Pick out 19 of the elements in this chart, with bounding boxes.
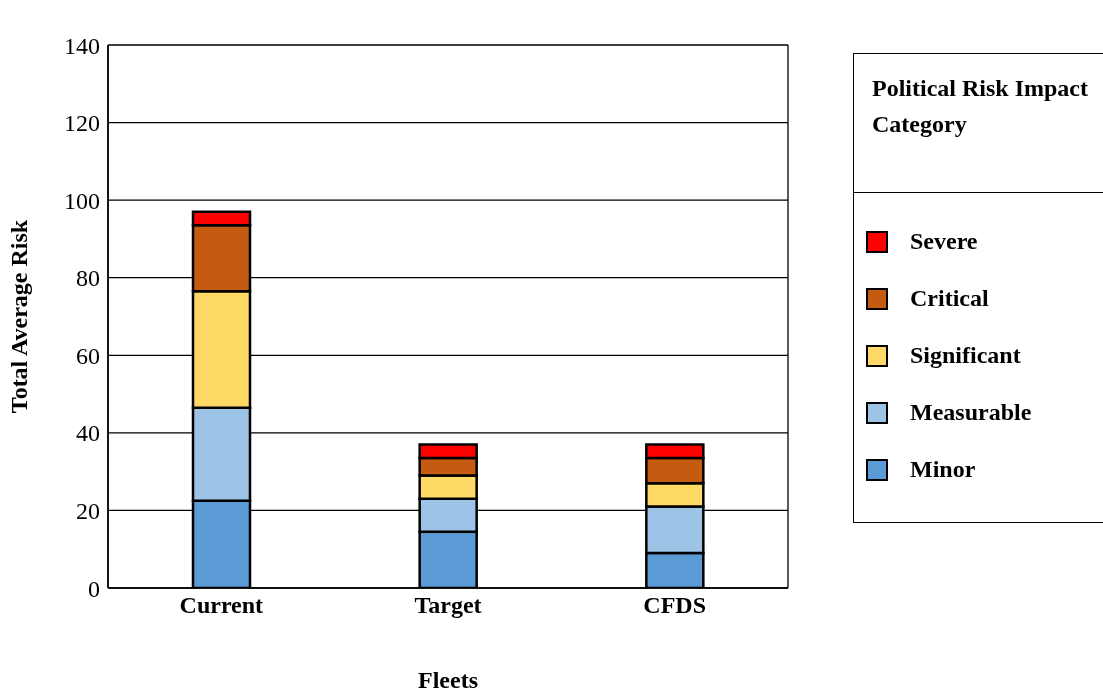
y-axis-title: Total Average Risk: [5, 219, 32, 414]
y-tick-label: 40: [76, 420, 100, 447]
legend-label: Critical: [910, 285, 989, 312]
y-tick-label: 100: [64, 187, 100, 214]
y-tick-label: 140: [64, 32, 100, 59]
legend-label: Minor: [910, 456, 976, 483]
x-tick-label: Target: [414, 592, 482, 619]
y-tick-label: 120: [64, 110, 100, 137]
y-tick-label: 20: [76, 497, 100, 524]
legend-label: Severe: [910, 228, 978, 255]
y-tick-label: 80: [76, 265, 100, 292]
y-tick-label: 60: [76, 342, 100, 369]
x-tick-label: CFDS: [643, 592, 706, 619]
legend-label: Measurable: [910, 399, 1032, 426]
y-tick-label: 0: [88, 575, 100, 602]
x-axis-title: Fleets: [418, 667, 478, 693]
x-tick-label: Current: [179, 592, 264, 619]
legend-title: Political Risk Impact Category: [853, 53, 1103, 193]
legend-label: Significant: [910, 342, 1021, 369]
